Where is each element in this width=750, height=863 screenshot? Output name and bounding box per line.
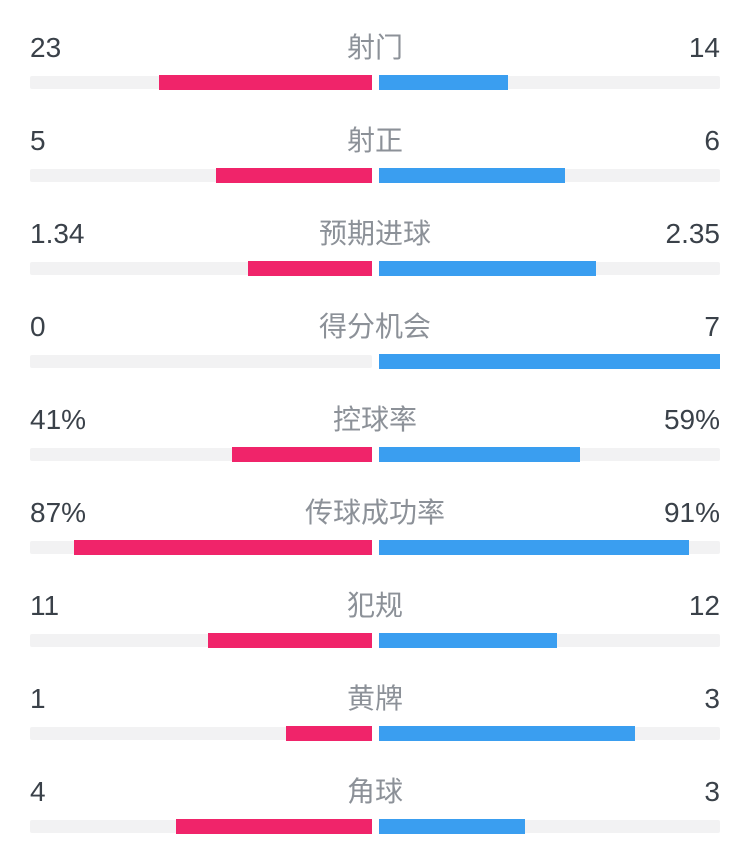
right-bar-fill bbox=[378, 819, 525, 834]
stat-label: 角球 bbox=[346, 776, 403, 807]
left-bar-fill bbox=[159, 75, 372, 90]
bar-track-right bbox=[378, 447, 720, 462]
left-bar-fill bbox=[176, 819, 372, 834]
bar-track-left bbox=[30, 75, 372, 90]
right-value: 12 bbox=[688, 590, 720, 621]
bar-track-left bbox=[30, 540, 372, 555]
left-value: 1.34 bbox=[30, 218, 85, 249]
bar-track-right bbox=[378, 726, 720, 741]
stat-bar-area bbox=[30, 633, 720, 648]
stat-row: 1 黄牌 3 bbox=[30, 676, 720, 769]
right-value: 3 bbox=[704, 776, 720, 807]
left-bar-fill bbox=[286, 726, 372, 741]
stat-row: 1.34 预期进球 2.35 bbox=[30, 211, 720, 304]
stat-row-header: 41% 控球率 59% bbox=[30, 397, 720, 443]
bar-track-left bbox=[30, 633, 372, 648]
stat-label: 犯规 bbox=[346, 590, 403, 621]
right-bar-fill bbox=[378, 354, 720, 369]
right-value: 2.35 bbox=[665, 218, 721, 249]
left-bar-fill bbox=[231, 447, 372, 462]
stat-bar-area bbox=[30, 261, 720, 276]
left-value: 23 bbox=[30, 32, 62, 63]
stat-label: 射正 bbox=[346, 125, 403, 156]
stat-row-header: 87% 传球成功率 91% bbox=[30, 490, 720, 536]
bar-track-left bbox=[30, 447, 372, 462]
stat-row-header: 5 射正 6 bbox=[30, 118, 720, 164]
right-bar-fill bbox=[378, 75, 508, 90]
stat-bar-area bbox=[30, 819, 720, 834]
bar-track-right bbox=[378, 540, 720, 555]
left-value: 41% bbox=[30, 404, 87, 435]
left-bar-fill bbox=[216, 168, 372, 183]
left-value: 4 bbox=[30, 776, 46, 807]
stat-bar-area bbox=[30, 75, 720, 90]
right-bar-fill bbox=[378, 447, 580, 462]
right-value: 6 bbox=[704, 125, 720, 156]
right-bar-fill bbox=[378, 633, 557, 648]
stat-row: 41% 控球率 59% bbox=[30, 397, 720, 490]
stat-row: 23 射门 14 bbox=[30, 25, 720, 118]
right-bar-fill bbox=[378, 261, 596, 276]
stat-row: 11 犯规 12 bbox=[30, 583, 720, 676]
stat-label: 预期进球 bbox=[318, 218, 431, 249]
bar-track-right bbox=[378, 75, 720, 90]
right-bar-fill bbox=[378, 726, 635, 741]
stat-bar-area bbox=[30, 168, 720, 183]
left-value: 87% bbox=[30, 497, 87, 528]
left-bar-fill bbox=[74, 540, 372, 555]
bar-track-right bbox=[378, 168, 720, 183]
stat-row-header: 0 得分机会 7 bbox=[30, 304, 720, 350]
stat-row-header: 1.34 预期进球 2.35 bbox=[30, 211, 720, 257]
stat-bar-area bbox=[30, 447, 720, 462]
stat-row: 4 角球 3 bbox=[30, 769, 720, 862]
bar-track-left bbox=[30, 168, 372, 183]
bar-track-left bbox=[30, 355, 372, 368]
left-value: 1 bbox=[30, 683, 46, 714]
stat-bar-area bbox=[30, 540, 720, 555]
stat-bar-area bbox=[30, 354, 720, 369]
bar-track-right bbox=[378, 261, 720, 276]
stat-row-header: 23 射门 14 bbox=[30, 25, 720, 71]
right-value: 3 bbox=[704, 683, 720, 714]
stat-row-header: 1 黄牌 3 bbox=[30, 676, 720, 722]
left-value: 0 bbox=[30, 311, 46, 342]
left-value: 5 bbox=[30, 125, 46, 156]
left-bar-fill bbox=[208, 633, 372, 648]
stat-label: 黄牌 bbox=[346, 683, 403, 714]
right-value: 14 bbox=[688, 32, 720, 63]
stats-list: 23 射门 14 5 射正 6 1.34 预期进球 2.35 0 得分机会 7 41% 控球率 59% 87%… bbox=[30, 25, 720, 862]
bar-track-right bbox=[378, 633, 720, 648]
bar-track-left bbox=[30, 819, 372, 834]
left-value: 11 bbox=[30, 590, 60, 621]
left-bar-fill bbox=[247, 261, 372, 276]
stat-label: 传球成功率 bbox=[304, 497, 445, 528]
right-value: 91% bbox=[663, 497, 720, 528]
right-bar-fill bbox=[378, 168, 565, 183]
bar-track-right bbox=[378, 819, 720, 834]
stat-row: 0 得分机会 7 bbox=[30, 304, 720, 397]
stat-bar-area bbox=[30, 726, 720, 741]
stat-row: 5 射正 6 bbox=[30, 118, 720, 211]
bar-track-right bbox=[378, 354, 720, 369]
right-value: 59% bbox=[663, 404, 720, 435]
bar-track-left bbox=[30, 261, 372, 276]
stat-row-header: 4 角球 3 bbox=[30, 769, 720, 815]
stat-label: 得分机会 bbox=[318, 311, 431, 342]
stat-label: 控球率 bbox=[332, 404, 417, 435]
right-bar-fill bbox=[378, 540, 690, 555]
right-value: 7 bbox=[704, 311, 720, 342]
stat-row-header: 11 犯规 12 bbox=[30, 583, 720, 629]
stat-row: 87% 传球成功率 91% bbox=[30, 490, 720, 583]
bar-track-left bbox=[30, 726, 372, 741]
stat-label: 射门 bbox=[346, 32, 403, 63]
